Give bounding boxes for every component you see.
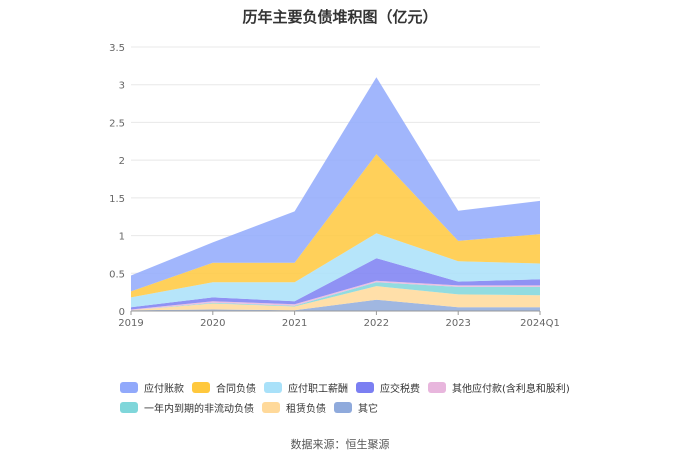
legend-item[interactable]: 其它 <box>334 400 378 415</box>
x-tick-label: 2021 <box>282 318 307 329</box>
legend-label: 应付职工薪酬 <box>288 383 348 395</box>
legend-swatch <box>262 401 280 413</box>
area-series-7 <box>131 77 540 292</box>
area-series-2 <box>131 282 540 311</box>
x-tick-label: 2024Q1 <box>520 318 560 329</box>
legend-label: 其它 <box>358 403 378 415</box>
y-tick-label: 3.5 <box>109 43 125 54</box>
area-series-4 <box>131 258 540 310</box>
legend: 应付账款 合同负债 应付职工薪酬 应交税费 其他应付款(含利息和股利) 一年内到期的非流… <box>120 377 580 417</box>
legend-swatch <box>356 381 374 393</box>
legend-label: 一年内到期的非流动负债 <box>144 403 254 415</box>
legend-item[interactable]: 应付职工薪酬 <box>264 380 348 395</box>
legend-item[interactable]: 租赁负债 <box>262 400 326 415</box>
x-tick-label: 2022 <box>364 318 389 329</box>
y-tick-label: 2.5 <box>109 118 125 129</box>
area-series-6 <box>131 154 540 298</box>
area-series-1 <box>131 286 540 311</box>
y-tick-label: 1 <box>119 232 125 243</box>
legend-item[interactable]: 应交税费 <box>356 380 420 395</box>
x-tick-label: 2023 <box>445 318 470 329</box>
legend-item[interactable]: 应付账款 <box>120 380 184 395</box>
y-axis-ticks: 0 0.5 1 1.5 2 2.5 3 3.5 <box>109 43 125 318</box>
legend-label: 租赁负债 <box>286 403 326 415</box>
y-tick-label: 0.5 <box>109 269 125 280</box>
area-series-3 <box>131 280 540 311</box>
y-tick-label: 1.5 <box>109 194 125 205</box>
stacked-area-chart: 0 0.5 1 1.5 2 2.5 3 3.5 2019 2020 2021 2022 2023 202… <box>109 43 560 329</box>
area-series-5 <box>131 233 540 308</box>
x-tick-label: 2020 <box>200 318 225 329</box>
legend-swatch <box>120 381 138 393</box>
x-tick-label: 2019 <box>118 318 143 329</box>
legend-swatch <box>192 381 210 393</box>
area-series-0 <box>131 299 540 311</box>
legend-item[interactable]: 一年内到期的非流动负债 <box>120 400 254 415</box>
y-tick-label: 3 <box>119 81 125 92</box>
legend-item[interactable]: 合同负债 <box>192 380 256 395</box>
legend-label: 应交税费 <box>380 383 420 395</box>
source-note: 数据来源：恒生聚源 <box>290 438 390 451</box>
y-tick-label: 0 <box>119 307 125 318</box>
legend-label: 应付账款 <box>144 383 184 395</box>
legend-row-2: 一年内到期的非流动负债 租赁负债 其它 <box>120 397 580 417</box>
legend-swatch <box>264 381 282 393</box>
y-tick-label: 2 <box>119 156 125 167</box>
legend-row-1: 应付账款 合同负债 应付职工薪酬 应交税费 其他应付款(含利息和股利) <box>120 377 580 397</box>
legend-swatch <box>428 381 446 393</box>
x-axis: 2019 2020 2021 2022 2023 2024Q1 <box>118 310 560 329</box>
legend-swatch <box>334 401 352 413</box>
legend-label: 合同负债 <box>216 383 256 395</box>
legend-label: 其他应付款(含利息和股利) <box>452 383 570 395</box>
legend-item[interactable]: 其他应付款(含利息和股利) <box>428 380 570 395</box>
legend-swatch <box>120 401 138 413</box>
area-series <box>131 77 540 311</box>
chart-title: 历年主要负债堆积图（亿元） <box>242 8 438 26</box>
